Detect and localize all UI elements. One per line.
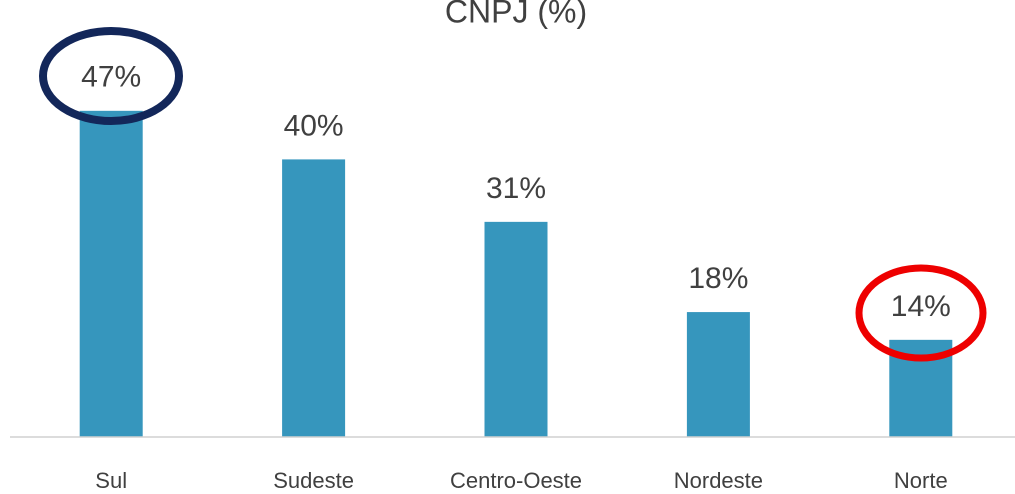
value-label: 47% <box>81 61 141 94</box>
value-label: 31% <box>486 172 546 205</box>
highlight-circle <box>39 27 183 125</box>
x-tick-label: Sul <box>95 468 127 493</box>
bar <box>282 159 346 437</box>
value-label: 40% <box>284 109 344 142</box>
value-label: 14% <box>891 290 951 323</box>
bar <box>79 110 143 437</box>
chart-title: CNPJ (%) <box>445 0 587 29</box>
x-tick-label: Norte <box>894 468 948 493</box>
bar <box>484 221 548 437</box>
x-tick-label: Nordeste <box>674 468 763 493</box>
value-label: 18% <box>688 262 748 295</box>
x-tick-label: Centro-Oeste <box>450 468 582 493</box>
highlight-circle <box>855 264 987 362</box>
bar <box>686 312 750 437</box>
x-tick-label: Sudeste <box>273 468 354 493</box>
